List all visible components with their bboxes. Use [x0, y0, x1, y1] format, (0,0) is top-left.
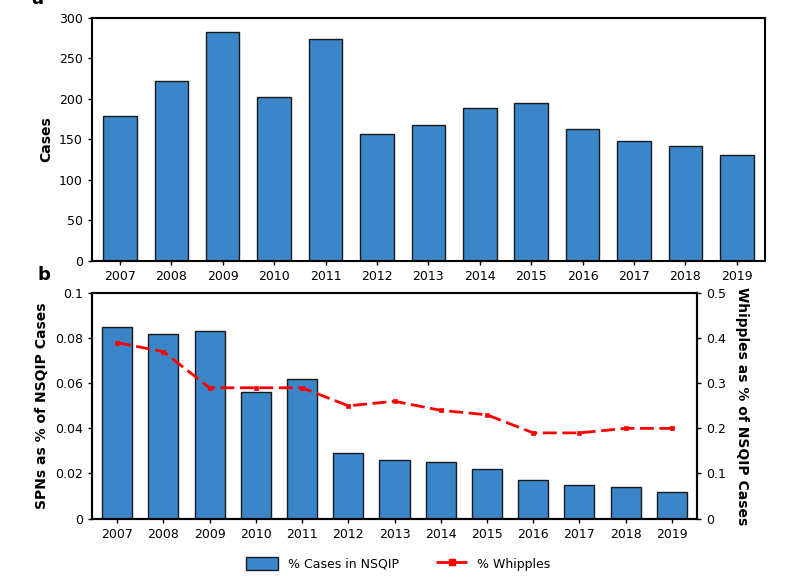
- Bar: [287, 379, 317, 519]
- Y-axis label: SPNs as % of NSQIP Cases: SPNs as % of NSQIP Cases: [35, 302, 49, 509]
- Bar: [564, 485, 595, 519]
- Bar: [148, 333, 179, 519]
- Bar: [518, 481, 548, 519]
- Bar: [104, 117, 136, 261]
- Bar: [657, 492, 687, 519]
- Bar: [309, 39, 342, 261]
- Text: b: b: [37, 266, 50, 284]
- Bar: [611, 487, 641, 519]
- Y-axis label: Cases: Cases: [39, 116, 53, 162]
- Bar: [463, 108, 497, 261]
- Bar: [360, 134, 394, 261]
- Bar: [102, 327, 132, 519]
- Bar: [155, 81, 188, 261]
- Legend: % Cases in NSQIP, % Whipples: % Cases in NSQIP, % Whipples: [240, 551, 557, 577]
- Bar: [194, 331, 225, 519]
- Bar: [379, 460, 410, 519]
- Bar: [669, 146, 702, 261]
- Bar: [333, 453, 363, 519]
- Bar: [566, 129, 599, 261]
- Bar: [426, 462, 456, 519]
- Bar: [257, 97, 291, 261]
- Text: a: a: [31, 0, 43, 8]
- Bar: [472, 469, 502, 519]
- Y-axis label: Whipples as % of NSQIP Cases: Whipples as % of NSQIP Cases: [735, 287, 748, 525]
- Bar: [241, 392, 271, 519]
- Bar: [720, 155, 753, 261]
- Bar: [412, 125, 445, 261]
- Bar: [515, 103, 548, 261]
- Bar: [206, 32, 239, 261]
- Bar: [618, 141, 650, 261]
